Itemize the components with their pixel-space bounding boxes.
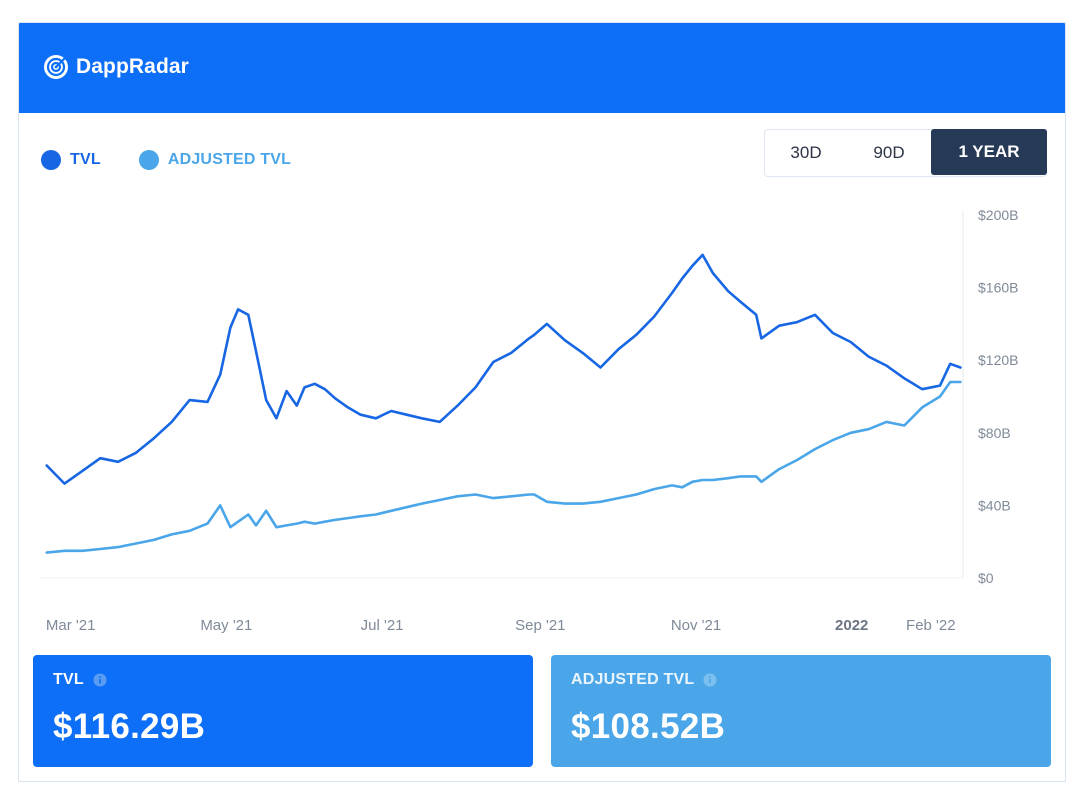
chart-legend: TVL ADJUSTED TVL [41, 150, 329, 170]
tvl-chart-card: DappRadar TVL ADJUSTED TVL 30D 90D 1 YEA… [18, 22, 1066, 782]
stat-value-tvl: $116.29B [53, 707, 206, 746]
range-button-1-year[interactable]: 1 YEAR [931, 129, 1047, 175]
legend-dot-adjusted-tvl [138, 150, 159, 170]
stat-card-tvl: TVL $116.29B [33, 655, 533, 767]
x-tick-label: Jul '21 [361, 617, 404, 634]
time-range-selector: 30D 90D 1 YEAR [764, 129, 1047, 177]
y-tick-label: $40B [978, 497, 1011, 513]
legend-item-adjusted-tvl[interactable]: ADJUSTED TVL [138, 150, 292, 170]
y-tick-label: $0 [978, 570, 994, 586]
tvl-line-chart[interactable]: $0 $40B $80B $120B $160B $200B Mar '21 May '21… [19, 193, 1065, 643]
x-axis: Mar '21 May '21 Jul '21 Sep '21 Nov '21 2022 F… [46, 617, 956, 634]
series-line-tvl[interactable] [45, 253, 962, 485]
series-line-adjusted-tvl[interactable] [45, 380, 962, 554]
y-tick-label: $200B [978, 207, 1018, 223]
legend-dot-tvl [41, 150, 61, 170]
legend-item-tvl[interactable]: TVL [41, 150, 101, 170]
range-button-30d[interactable]: 30D [790, 143, 822, 162]
x-tick-label: Nov '21 [671, 617, 721, 634]
y-tick-label: $120B [978, 352, 1018, 368]
stat-card-adjusted-tvl: ADJUSTED TVL $108.52B [551, 655, 1051, 767]
stat-label-adjusted-tvl: ADJUSTED TVL [571, 671, 695, 688]
x-tick-label: Mar '21 [46, 617, 96, 634]
header-bar: DappRadar [19, 23, 1065, 113]
range-button-90d[interactable]: 90D [873, 143, 905, 162]
x-tick-label: 2022 [835, 617, 868, 634]
info-icon[interactable] [703, 673, 717, 687]
y-axis: $0 $40B $80B $120B $160B $200B [39, 207, 1018, 586]
y-tick-label: $160B [978, 280, 1018, 296]
series-layer [45, 253, 962, 554]
brand-name: DappRadar [76, 55, 189, 78]
y-tick-label: $80B [978, 425, 1011, 441]
x-tick-label: May '21 [200, 617, 252, 634]
x-tick-label: Feb '22 [906, 617, 956, 634]
stat-value-adjusted-tvl: $108.52B [571, 707, 726, 746]
brand[interactable]: DappRadar [43, 54, 189, 80]
info-icon[interactable] [93, 673, 107, 687]
dappradar-radar-icon [44, 55, 68, 79]
stat-label-tvl: TVL [53, 671, 84, 688]
x-tick-label: Sep '21 [515, 617, 565, 634]
legend-label-adjusted-tvl: ADJUSTED TVL [167, 151, 292, 168]
legend-label-tvl: TVL [70, 151, 101, 168]
